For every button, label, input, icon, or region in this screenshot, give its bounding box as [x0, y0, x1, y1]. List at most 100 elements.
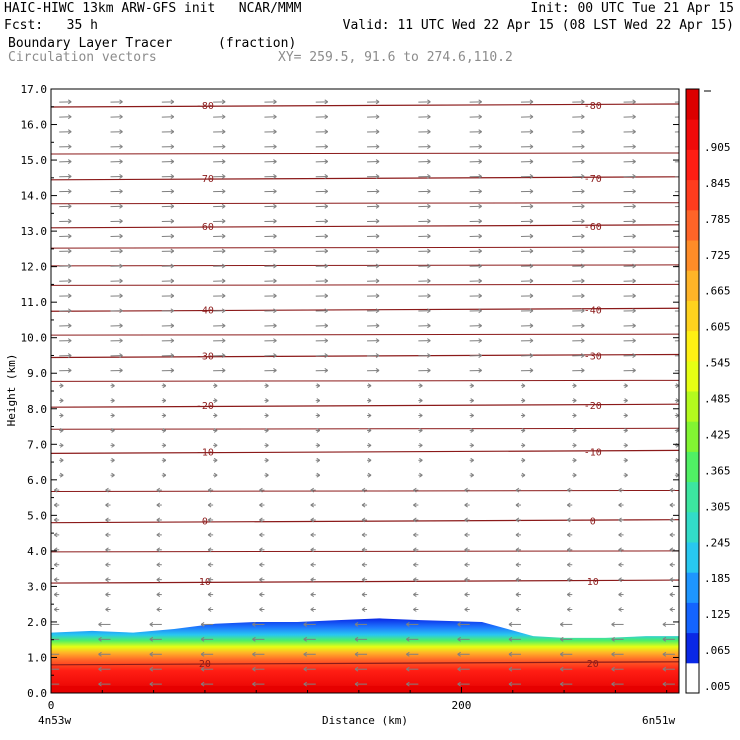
circulation-vector — [51, 668, 60, 670]
circulation-vector — [98, 666, 111, 672]
circulation-vector — [674, 383, 679, 389]
circulation-vector — [315, 114, 329, 120]
circulation-vector — [572, 323, 585, 329]
circulation-vector — [264, 159, 277, 164]
circulation-vector — [623, 114, 636, 120]
circulation-vector — [264, 398, 269, 404]
circulation-vector — [110, 233, 123, 239]
circulation-vector — [418, 188, 431, 194]
circulation-vector — [51, 683, 60, 685]
circulation-vector — [669, 487, 675, 493]
circulation-vector — [367, 293, 380, 299]
circulation-vector — [520, 338, 534, 344]
circulation-vector — [264, 129, 277, 135]
circulation-vector — [662, 666, 675, 672]
circulation-vector — [469, 248, 482, 254]
colorbar-swatch — [686, 451, 699, 483]
circulation-vector — [674, 355, 679, 357]
circulation-vector — [567, 502, 573, 508]
circulation-vector — [515, 592, 521, 597]
circulation-vector — [315, 174, 329, 179]
circulation-vector — [252, 636, 265, 642]
circulation-vector — [560, 636, 573, 642]
circulation-vector — [161, 293, 175, 299]
circulation-vector — [213, 129, 226, 135]
circulation-vector — [674, 340, 679, 342]
circulation-vector — [213, 144, 226, 150]
circulation-vector — [508, 666, 521, 672]
circulation-vector — [418, 174, 431, 179]
circulation-vector — [315, 248, 329, 254]
circulation-vector — [59, 338, 72, 344]
colorbar-label: .785 — [704, 213, 731, 226]
circulation-vector — [418, 114, 431, 120]
circulation-vector — [560, 622, 573, 627]
circulation-vector — [418, 413, 423, 418]
circulation-vector — [156, 562, 162, 568]
circulation-vector — [354, 622, 368, 627]
isotherm-label: -70 — [196, 174, 214, 185]
circulation-vector — [161, 263, 175, 269]
circulation-vector — [110, 383, 115, 389]
circulation-vector — [567, 547, 573, 553]
circulation-vector — [161, 442, 167, 448]
circulation-vector — [367, 413, 372, 418]
circulation-vector — [213, 353, 226, 358]
circulation-vector — [367, 428, 372, 433]
isotherm-label: -20 — [584, 401, 602, 412]
circulation-vector — [567, 577, 573, 583]
circulation-vector — [213, 368, 226, 373]
circulation-vector — [418, 353, 431, 358]
isotherm-label: 10 — [199, 577, 211, 588]
circulation-vector — [464, 607, 470, 612]
circulation-vector — [264, 218, 277, 224]
circulation-vector — [156, 532, 162, 538]
circulation-vector — [354, 666, 368, 672]
circulation-vector — [361, 502, 368, 508]
circulation-vector — [213, 248, 226, 254]
colorbar-swatch — [686, 119, 699, 150]
circulation-vector — [469, 368, 482, 373]
circulation-vector — [367, 233, 380, 239]
circulation-vector — [361, 592, 368, 597]
circulation-vector — [469, 144, 482, 150]
circulation-vector — [418, 308, 431, 314]
circulation-vector — [59, 398, 64, 404]
circulation-vector — [315, 203, 329, 209]
circulation-vector — [105, 547, 111, 553]
circulation-vector — [469, 278, 482, 284]
circulation-vector — [110, 428, 115, 433]
circulation-vector — [515, 547, 521, 553]
circulation-vector — [161, 159, 175, 164]
circulation-vector — [59, 413, 64, 418]
circulation-vector — [662, 681, 675, 687]
circulation-vector — [674, 146, 679, 148]
circulation-vector — [623, 293, 636, 299]
circulation-vector — [105, 562, 111, 568]
circulation-vector — [572, 174, 585, 179]
circulation-vector — [59, 203, 72, 209]
circulation-vector — [110, 398, 115, 404]
circulation-vector — [413, 562, 419, 568]
circulation-vector — [161, 218, 175, 224]
colorbar-label: .185 — [704, 572, 731, 585]
circulation-vector — [406, 681, 419, 687]
circulation-vector — [418, 368, 431, 373]
circulation-vector — [310, 607, 316, 612]
circulation-vector — [469, 129, 482, 135]
circulation-vector — [520, 233, 534, 239]
circulation-vector — [669, 562, 675, 568]
circulation-vector — [669, 517, 675, 523]
circulation-vector — [110, 353, 123, 358]
colorbar-swatch — [686, 542, 699, 573]
circulation-vector — [161, 457, 167, 463]
y-tick-label: 17.0 — [21, 83, 48, 96]
circulation-vector — [207, 502, 214, 508]
circulation-vector — [110, 278, 123, 284]
circulation-vector — [105, 592, 111, 597]
circulation-vector — [674, 191, 679, 193]
circulation-vector — [520, 159, 534, 164]
circulation-vector — [110, 159, 123, 164]
circulation-vector — [98, 636, 111, 642]
circulation-vector — [413, 607, 419, 612]
